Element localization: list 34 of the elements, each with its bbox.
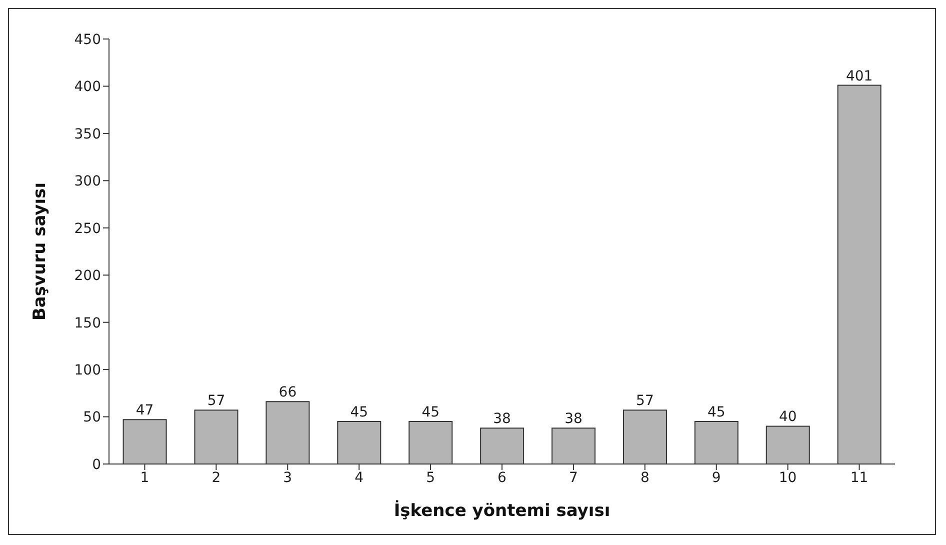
x-tick-label: 6 xyxy=(498,470,507,486)
y-tick-label: 300 xyxy=(74,174,101,190)
y-axis-title: Başvuru sayısı xyxy=(30,182,50,321)
data-label: 401 xyxy=(846,68,873,84)
x-axis-title: İşkence yöntemi sayısı xyxy=(394,500,610,521)
data-label: 38 xyxy=(493,411,511,428)
y-tick-label: 100 xyxy=(74,362,101,379)
y-tick-label: 0 xyxy=(92,456,101,473)
x-tick-label: 5 xyxy=(426,470,436,486)
y-tick-label: 250 xyxy=(74,220,101,237)
x-tick-label: 9 xyxy=(712,470,721,486)
x-tick-label: 7 xyxy=(568,470,578,486)
data-label: 38 xyxy=(564,411,582,428)
data-label: 45 xyxy=(350,404,368,420)
y-tick-label: 350 xyxy=(74,126,101,142)
x-tick-label: 8 xyxy=(640,470,650,486)
y-tick-label: 450 xyxy=(74,32,101,48)
data-label: 57 xyxy=(636,393,654,410)
data-label: 40 xyxy=(778,409,797,426)
data-label: 47 xyxy=(136,402,154,419)
data-label: 57 xyxy=(207,393,226,410)
data-label: 45 xyxy=(422,404,440,420)
data-label: 66 xyxy=(278,384,297,401)
y-tick-label: 150 xyxy=(74,315,101,332)
y-tick-label: 50 xyxy=(83,410,101,426)
x-tick-label: 3 xyxy=(283,470,292,486)
y-tick-label: 400 xyxy=(74,79,101,96)
x-tick-label: 10 xyxy=(778,470,797,486)
x-tick-label: 4 xyxy=(354,470,364,486)
x-tick-label: 11 xyxy=(850,470,868,486)
x-tick-label: 2 xyxy=(212,470,221,486)
data-label: 45 xyxy=(708,404,726,420)
y-tick-label: 200 xyxy=(74,268,101,284)
x-tick-label: 1 xyxy=(140,470,150,486)
